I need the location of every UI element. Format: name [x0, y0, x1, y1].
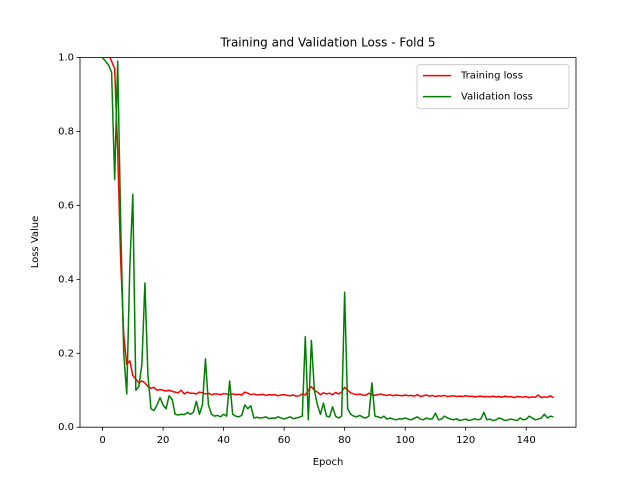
x-tick-label: 20	[157, 435, 170, 446]
y-tick-label: 0.2	[58, 348, 74, 359]
y-tick-label: 0.6	[58, 200, 74, 211]
y-tick-label: 0.0	[58, 422, 74, 433]
chart-title: Training and Validation Loss - Fold 5	[219, 36, 435, 50]
x-tick-label: 140	[517, 435, 536, 446]
y-axis-label: Loss Value	[30, 216, 41, 269]
legend-box	[416, 64, 570, 110]
series-line	[109, 57, 554, 399]
x-axis-label: Epoch	[313, 457, 344, 468]
x-tick-label: 40	[217, 435, 230, 446]
x-tick-label: 80	[338, 435, 351, 446]
y-tick-label: 0.4	[58, 274, 74, 285]
x-tick-label: 0	[99, 435, 105, 446]
y-tick-label: 0.8	[58, 127, 74, 138]
series-line	[101, 57, 554, 422]
x-tick-label: 120	[456, 435, 475, 446]
legend-label: Validation loss	[461, 92, 533, 103]
plot-frame	[79, 57, 577, 428]
x-tick-label: 60	[278, 435, 291, 446]
legend-label: Training loss	[460, 71, 523, 82]
x-tick-label: 100	[396, 435, 415, 446]
y-tick-label: 1.0	[58, 53, 74, 64]
